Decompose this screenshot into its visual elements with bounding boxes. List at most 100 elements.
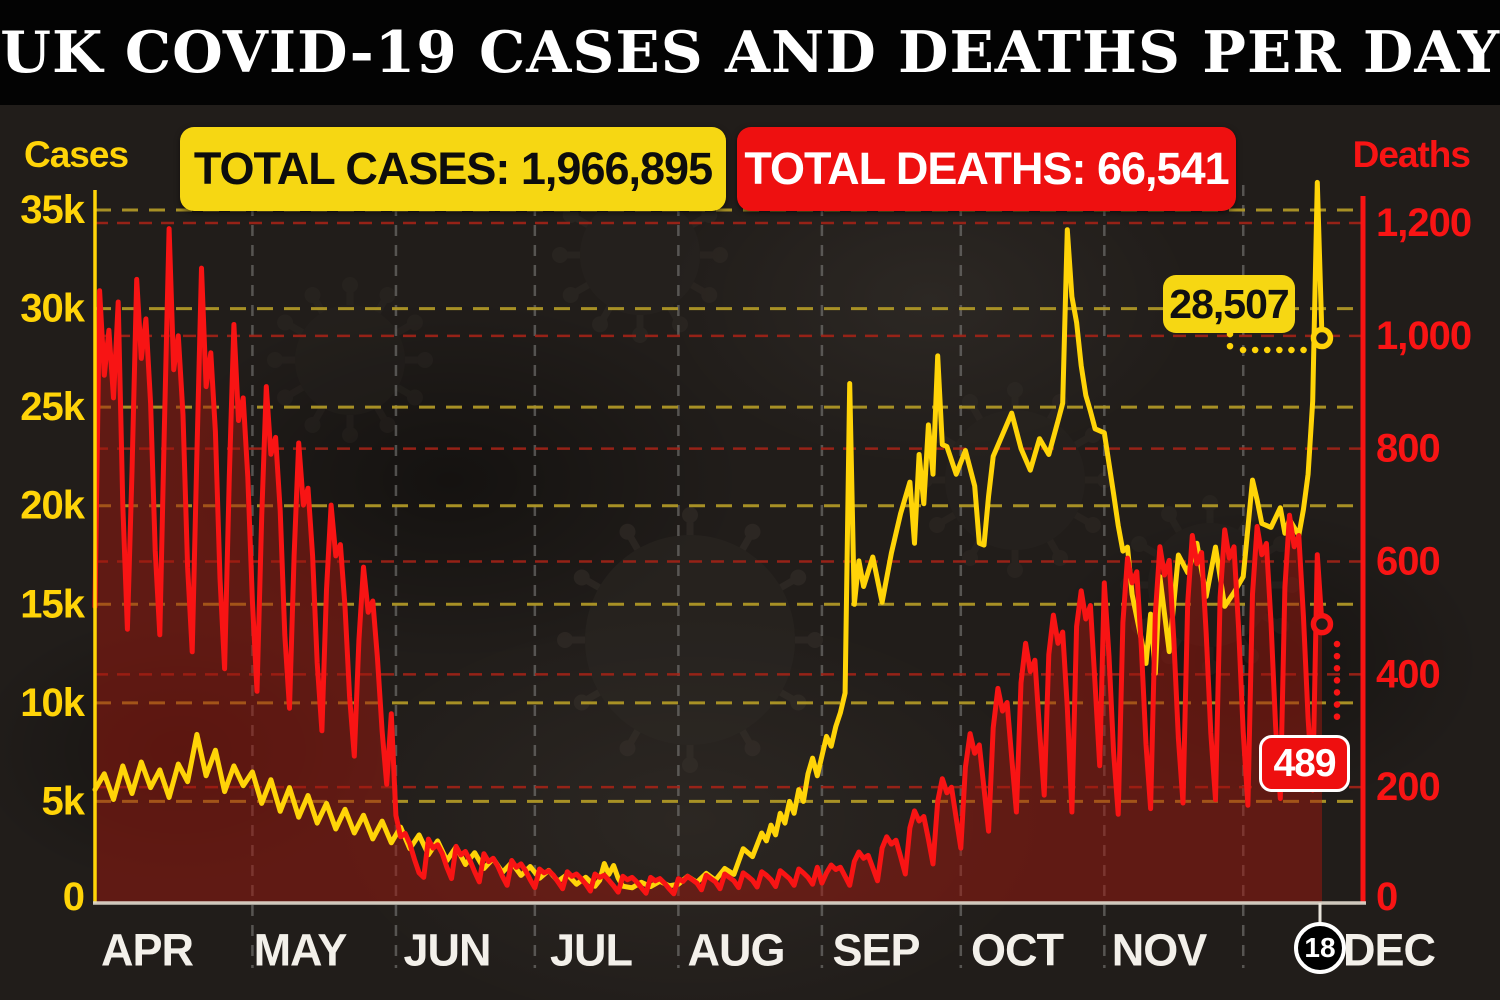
left-tick-label: 10k xyxy=(20,681,85,725)
virus-spike-tip xyxy=(1130,536,1147,552)
total-cases-badge: TOTAL CASES: 1,966,895 xyxy=(180,127,726,211)
left-tick-label: 25k xyxy=(20,385,85,429)
left-tick-label: 35k xyxy=(20,188,85,232)
virus-body xyxy=(580,195,700,315)
virus-spike-tip xyxy=(1084,517,1101,533)
virus-spike xyxy=(690,281,712,299)
deaths-line xyxy=(92,226,1325,897)
virus-spike-tip xyxy=(682,507,698,523)
virus-spike-tip xyxy=(1202,495,1218,511)
virus-spike xyxy=(624,529,641,551)
left-tick-label: 30k xyxy=(20,287,85,331)
deaths-axis-title: Deaths xyxy=(1352,134,1471,175)
virus-spike-tip xyxy=(552,247,568,263)
month-label-aug: AUG xyxy=(688,925,785,976)
virus-spike-tip xyxy=(1007,562,1023,578)
virus-spike-tip xyxy=(1052,549,1068,566)
virus-spike-tip xyxy=(807,632,823,648)
total-deaths-badge: TOTAL DEATHS: 66,541 xyxy=(737,127,1236,211)
virus-spike-tip xyxy=(619,740,636,757)
virus-spike-tip xyxy=(562,287,579,303)
left-tick-label: 0 xyxy=(63,875,84,919)
right-tick-label: 1,000 xyxy=(1376,314,1471,358)
virus-spike xyxy=(309,405,326,427)
cases-axis-title: Cases xyxy=(24,134,129,175)
virus-spike-tip xyxy=(962,549,978,566)
latest-cases-callout: 28,507 xyxy=(1163,275,1295,333)
virus-spike-tip xyxy=(790,569,807,586)
virus-spike xyxy=(1046,400,1064,422)
left-tick-label: 5k xyxy=(42,779,86,823)
right-tick-label: 400 xyxy=(1376,652,1440,696)
latest-deaths-callout: 489 xyxy=(1259,735,1350,792)
virus-spike-tip xyxy=(712,247,728,263)
virus-spike-tip xyxy=(682,757,698,773)
virus-body xyxy=(295,305,405,415)
virus-spike xyxy=(739,729,756,751)
left-tick-label: 20k xyxy=(20,484,85,528)
virus-spike-tip xyxy=(1161,505,1177,522)
virus-spike-tip xyxy=(406,314,423,331)
virus-spike-tip xyxy=(342,427,358,443)
cases-callout-leader xyxy=(1226,330,1310,354)
virus-spike-tip xyxy=(929,517,946,533)
page-title: UK COVID-19 CASES AND DEATHS PER DAY xyxy=(0,19,1500,86)
virus-watermark xyxy=(267,277,433,443)
title-bar: UK COVID-19 CASES AND DEATHS PER DAY xyxy=(0,0,1500,105)
virus-spike xyxy=(283,384,305,401)
month-label-oct: OCT xyxy=(971,925,1064,976)
virus-spike xyxy=(966,400,984,422)
virus-spike-tip xyxy=(406,389,423,406)
month-label-jun: JUN xyxy=(403,925,490,976)
virus-spike xyxy=(779,689,801,706)
virus-spike-tip xyxy=(744,740,761,757)
virus-spike-tip xyxy=(557,632,573,648)
virus-spike-tip xyxy=(632,327,648,343)
virus-spike-tip xyxy=(701,287,718,303)
virus-spike-tip xyxy=(573,569,590,586)
month-label-nov: NOV xyxy=(1112,925,1208,976)
virus-spike-tip xyxy=(267,352,283,368)
virus-spike xyxy=(779,574,801,591)
virus-spike xyxy=(579,689,601,706)
virus-spike xyxy=(374,405,391,427)
month-label-sep: SEP xyxy=(832,925,919,976)
virus-spike-tip xyxy=(342,277,358,293)
virus-spike xyxy=(395,384,417,401)
virus-spike-tip xyxy=(277,314,294,331)
left-tick-label: 15k xyxy=(20,582,85,626)
right-tick-label: 600 xyxy=(1376,540,1440,584)
month-label-may: MAY xyxy=(254,925,348,976)
virus-spike-tip xyxy=(619,523,636,540)
virus-spike xyxy=(1165,512,1183,534)
virus-spike xyxy=(1137,540,1159,558)
virus-spike xyxy=(624,729,641,751)
virus-spike-tip xyxy=(672,316,688,333)
virus-spike xyxy=(395,319,417,336)
virus-spike-tip xyxy=(1007,382,1023,398)
month-label-apr: APR xyxy=(101,925,194,976)
virus-spike-tip xyxy=(379,416,396,433)
virus-spike-tip xyxy=(379,287,396,304)
right-tick-label: 200 xyxy=(1376,765,1440,809)
virus-spike xyxy=(739,529,756,551)
right-tick-label: 0 xyxy=(1376,875,1397,919)
month-label-jul: JUL xyxy=(550,925,633,976)
december-18-badge: 18 xyxy=(1294,922,1346,974)
deaths-endpoint-marker xyxy=(1310,612,1334,636)
virus-spike xyxy=(1046,538,1064,560)
virus-watermark xyxy=(557,507,823,773)
virus-spike-tip xyxy=(277,389,294,406)
virus-body xyxy=(585,535,795,745)
virus-spike xyxy=(579,574,601,591)
virus-spike-tip xyxy=(592,316,608,333)
virus-spike xyxy=(283,319,305,336)
virus-spike xyxy=(935,511,957,529)
right-tick-label: 800 xyxy=(1376,427,1440,471)
virus-spike xyxy=(1073,511,1095,529)
month-label-dec: DEC xyxy=(1343,925,1436,976)
virus-spike-tip xyxy=(304,416,321,433)
virus-spike xyxy=(568,281,590,299)
virus-spike-tip xyxy=(701,207,718,223)
